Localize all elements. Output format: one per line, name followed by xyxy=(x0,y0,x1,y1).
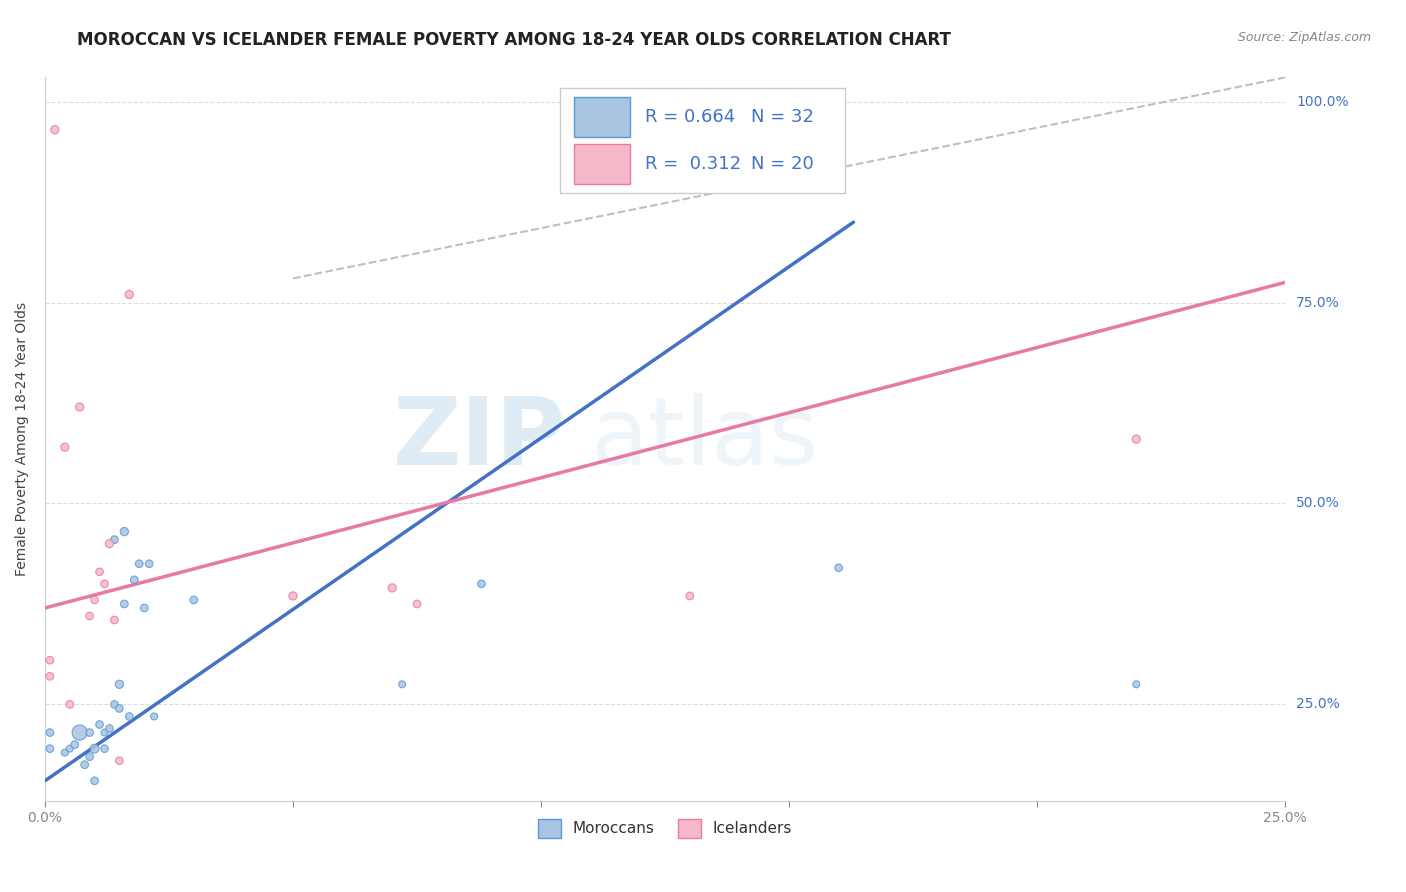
Text: N = 32: N = 32 xyxy=(751,108,814,126)
Point xyxy=(69,400,91,414)
Point xyxy=(183,593,205,607)
Point xyxy=(93,725,115,739)
FancyBboxPatch shape xyxy=(560,88,845,194)
Point xyxy=(381,581,404,595)
Text: 75.0%: 75.0% xyxy=(1296,295,1340,310)
Text: 100.0%: 100.0% xyxy=(1296,95,1348,109)
Point xyxy=(73,757,96,772)
Point xyxy=(118,709,141,723)
Point xyxy=(128,557,150,571)
Y-axis label: Female Poverty Among 18-24 Year Olds: Female Poverty Among 18-24 Year Olds xyxy=(15,302,30,576)
Point xyxy=(83,741,105,756)
Text: N = 20: N = 20 xyxy=(751,155,813,173)
Point xyxy=(108,754,131,768)
Text: R = 0.664: R = 0.664 xyxy=(645,108,735,126)
Text: atlas: atlas xyxy=(591,393,818,485)
Point xyxy=(83,773,105,788)
FancyBboxPatch shape xyxy=(575,97,630,136)
Point xyxy=(79,749,101,764)
Point xyxy=(122,573,145,587)
Point xyxy=(406,597,429,611)
Point xyxy=(39,653,62,667)
Point xyxy=(79,725,101,739)
Point xyxy=(138,557,160,571)
Point xyxy=(1125,432,1147,446)
Point xyxy=(93,741,115,756)
Point xyxy=(59,741,82,756)
Point xyxy=(63,738,86,752)
Point xyxy=(69,725,91,739)
Point xyxy=(89,717,111,731)
Point xyxy=(1125,677,1147,691)
Point xyxy=(39,669,62,683)
Point xyxy=(44,122,66,136)
Point xyxy=(83,593,105,607)
Text: 50.0%: 50.0% xyxy=(1296,497,1340,510)
Point xyxy=(103,533,125,547)
Point xyxy=(112,524,135,539)
Point xyxy=(93,577,115,591)
Point xyxy=(108,701,131,715)
Point xyxy=(103,698,125,712)
Point xyxy=(79,609,101,624)
Point xyxy=(470,577,492,591)
Point xyxy=(59,698,82,712)
Point xyxy=(103,613,125,627)
Point xyxy=(628,878,651,892)
Text: 25.0%: 25.0% xyxy=(1296,698,1340,712)
Point xyxy=(98,536,121,550)
Point xyxy=(108,677,131,691)
Point xyxy=(112,597,135,611)
Point xyxy=(143,709,166,723)
Text: ZIP: ZIP xyxy=(392,393,565,485)
Legend: Moroccans, Icelanders: Moroccans, Icelanders xyxy=(531,813,799,844)
Point xyxy=(281,589,304,603)
Point xyxy=(89,565,111,579)
Text: R =  0.312: R = 0.312 xyxy=(645,155,741,173)
Point xyxy=(391,677,413,691)
Point xyxy=(53,746,76,760)
Point xyxy=(39,725,62,739)
Point xyxy=(827,561,849,575)
Point xyxy=(679,589,702,603)
Point xyxy=(134,601,156,615)
Point xyxy=(39,741,62,756)
Point xyxy=(98,722,121,736)
Text: Source: ZipAtlas.com: Source: ZipAtlas.com xyxy=(1237,31,1371,45)
Point xyxy=(118,287,141,301)
Text: MOROCCAN VS ICELANDER FEMALE POVERTY AMONG 18-24 YEAR OLDS CORRELATION CHART: MOROCCAN VS ICELANDER FEMALE POVERTY AMO… xyxy=(77,31,952,49)
Point xyxy=(53,440,76,454)
FancyBboxPatch shape xyxy=(575,144,630,184)
